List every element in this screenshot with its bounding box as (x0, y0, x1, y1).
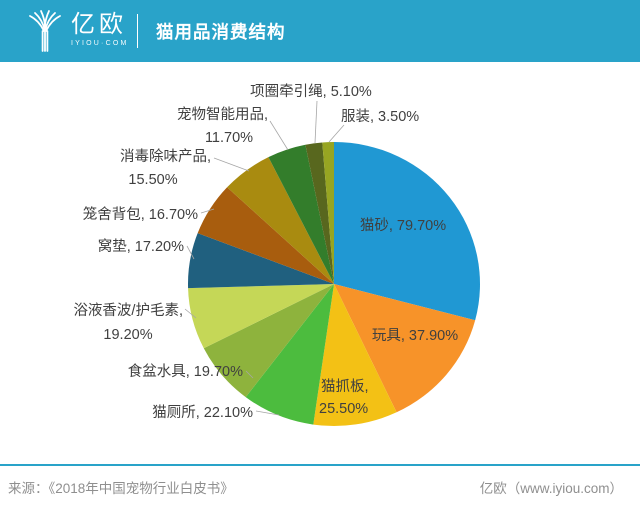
pie-slice-11 (322, 142, 334, 284)
footer-rule (0, 464, 640, 466)
pie-slice-10 (305, 142, 334, 284)
slice-label: 项圈牵引绳, 5.10% (250, 83, 372, 100)
slice-label: 浴液香波/护毛素, (73, 302, 183, 319)
pie-slice-2 (313, 284, 397, 426)
pie-slice-1 (334, 284, 476, 413)
slice-label: 猫厕所, 22.10% (152, 404, 253, 421)
leader-line (200, 208, 215, 214)
leader-line (328, 124, 345, 143)
slice-label: 11.70% (205, 130, 253, 146)
logo: 亿欧 IYIOU·COM (27, 9, 129, 53)
pie-slice-5 (188, 284, 334, 349)
iyiou-logo-icon (29, 10, 61, 52)
site-credit: 亿欧（www.iyiou.com） (479, 481, 623, 496)
leader-line (269, 120, 289, 151)
slice-label: 猫抓板, (321, 377, 369, 395)
pie-slice-3 (245, 284, 334, 425)
pie-slice-8 (227, 157, 334, 284)
pie-slice-4 (203, 284, 334, 398)
slice-label: 笼舍背包, 16.70% (83, 206, 198, 223)
pie-slice-6 (187, 233, 334, 289)
slice-label: 25.50% (319, 401, 368, 417)
leader-line (314, 100, 318, 144)
slice-label: 玩具, 37.90% (372, 328, 458, 344)
logo-text-group: 亿欧 IYIOU·COM (71, 11, 129, 48)
pie-slice-9 (268, 144, 334, 284)
source-text: 来源：《2018年中国宠物行业白皮书》 (8, 481, 234, 496)
leader-line (245, 370, 254, 379)
leader-line (186, 245, 195, 260)
logo-text: 亿欧 (71, 11, 127, 38)
slice-label: 消毒除味产品, (120, 148, 211, 165)
leader-line (184, 308, 197, 319)
header-bar: 亿欧 IYIOU·COM 猫用品消费结构 (0, 0, 640, 62)
slice-label: 宠物智能用品, (177, 106, 268, 123)
slice-label: 窝垫, 17.20% (98, 237, 184, 255)
leader-line (255, 410, 280, 416)
slice-label: 19.20% (103, 327, 152, 343)
slice-label: 食盆水具, 19.70% (128, 363, 243, 380)
pie-slice-7 (197, 187, 334, 284)
slice-label: 服装, 3.50% (341, 108, 419, 125)
pie-slice-0 (334, 142, 480, 321)
header-divider (137, 14, 138, 48)
page-title: 猫用品消费结构 (156, 21, 286, 42)
logo-subtext: IYIOU·COM (71, 40, 129, 47)
slice-label: 15.50% (128, 172, 177, 188)
slice-label: 猫砂, 79.70% (360, 217, 446, 234)
leader-line (213, 157, 250, 172)
